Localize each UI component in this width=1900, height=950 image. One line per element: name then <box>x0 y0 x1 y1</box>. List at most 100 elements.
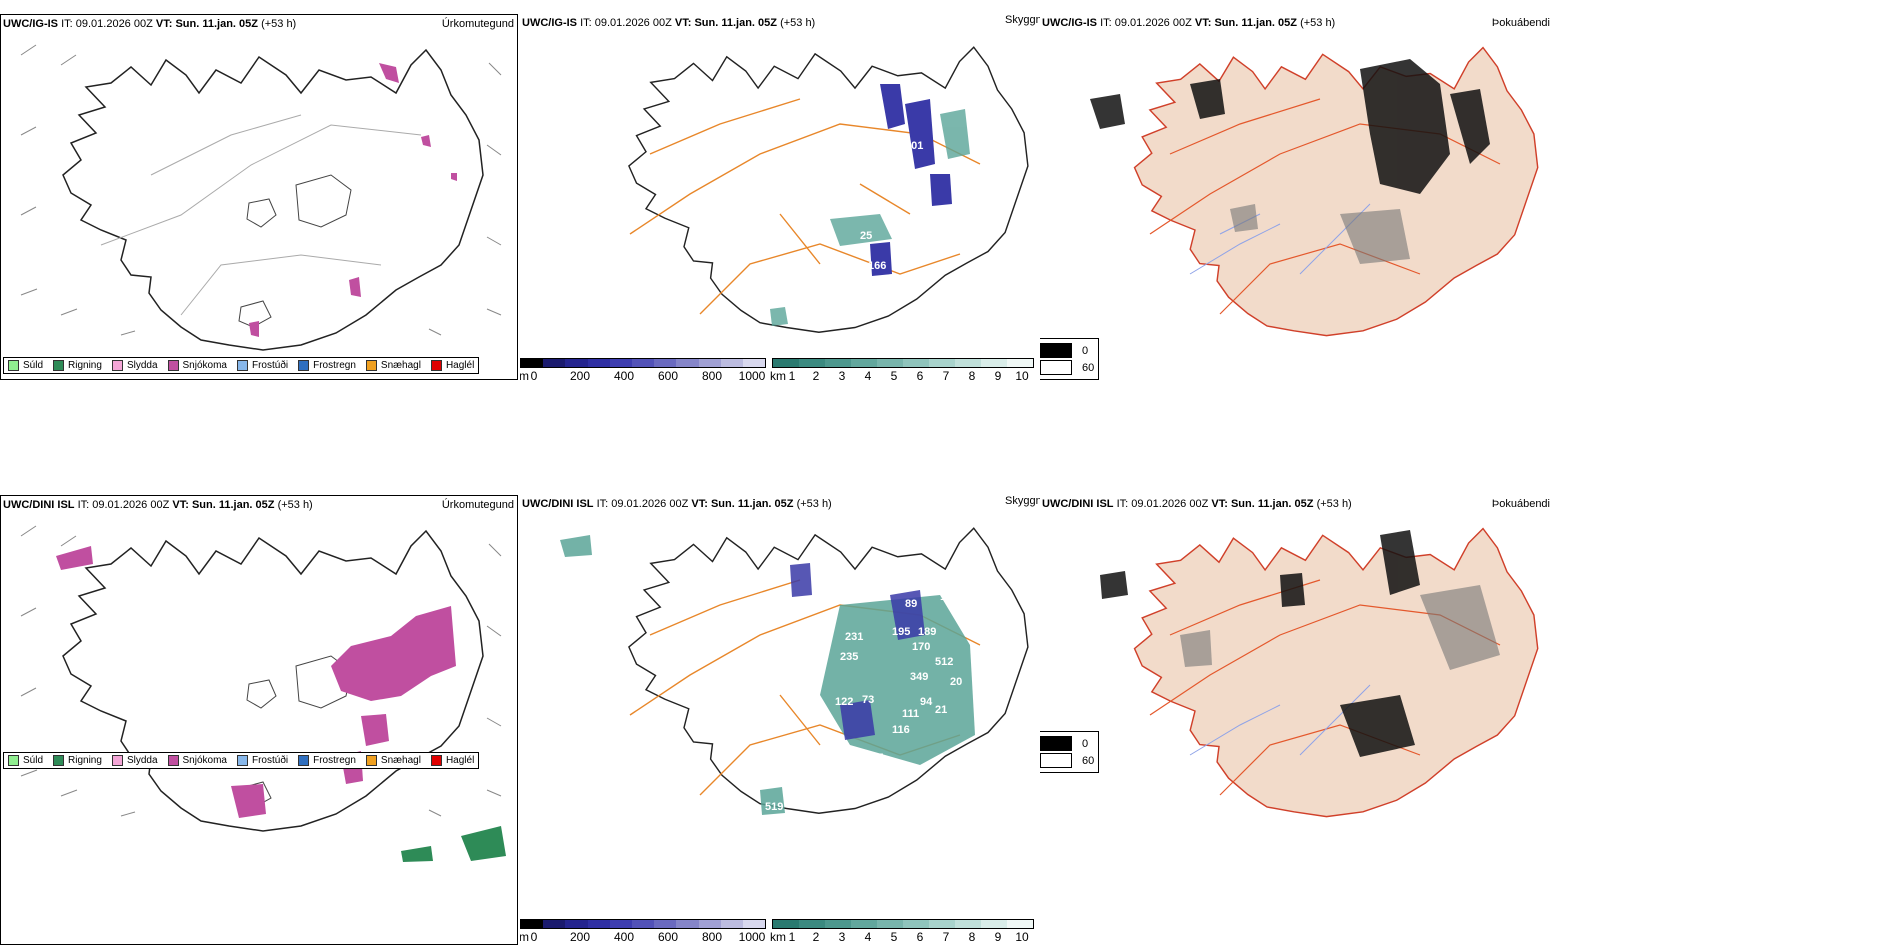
ceiling-label: 231 <box>845 631 863 643</box>
scale-unit: m <box>520 369 529 380</box>
scale-tick: 800 <box>701 930 723 944</box>
precip-map <box>20 44 502 351</box>
ceiling-label: 111 <box>902 708 919 720</box>
scale-tick: 4 <box>864 930 872 944</box>
scale-unit: km <box>770 369 786 380</box>
visibility-colorbar: km 1 2 3 4 5 6 7 8 9 10 <box>770 358 1034 380</box>
ceiling-label: 116 <box>892 724 910 736</box>
legend-item-drizzle: Súld <box>8 360 43 371</box>
panel-title: UWC/DINI ISL IT: 09.01.2026 00Z VT: Sun.… <box>3 499 313 511</box>
ceiling-label: 73 <box>862 694 874 706</box>
snowfall-areas <box>249 63 457 337</box>
ceiling-label: 170 <box>912 641 930 653</box>
scale-unit: m <box>520 930 529 944</box>
scale-tick: 8 <box>968 930 976 944</box>
legend-item-sleet: Slydda <box>111 755 158 766</box>
visibility-bar <box>772 358 1034 368</box>
cloud-base-colorbar: m 0 200 400 600 800 1000 <box>520 358 766 380</box>
visibility-panel-row2: UWC/DINI ISL IT: 09.01.2026 00Z VT: Sun.… <box>520 495 1040 945</box>
fog-areas-gray <box>1180 585 1500 670</box>
precip-panel-row2: UWC/DINI ISL IT: 09.01.2026 00Z VT: Sun.… <box>0 495 518 945</box>
ceiling-label: 137 <box>865 752 883 764</box>
cloud-base-bar <box>520 919 766 929</box>
ceiling-label: 166 <box>868 260 886 272</box>
visibility-bar <box>772 919 1034 929</box>
scale-tick: 10 <box>1015 369 1029 380</box>
iceland-outline <box>62 49 484 351</box>
legend-item-hail: Haglél <box>430 755 474 766</box>
panel-title: UWC/DINI ISL IT: 09.01.2026 00Z VT: Sun.… <box>522 498 832 510</box>
fog-panel-row2: UWC/DINI ISL IT: 09.01.2026 00Z VT: Sun.… <box>1040 495 1560 945</box>
scale-tick: 400 <box>613 930 635 944</box>
panel-title: UWC/IG-IS IT: 09.01.2026 00Z VT: Sun. 11… <box>522 17 816 29</box>
fog-legend: 0 60 <box>1040 731 1100 773</box>
ceiling-label: 193 <box>920 210 938 222</box>
scale-tick: 600 <box>657 369 679 380</box>
legend-item-snow: Snjókoma <box>167 360 227 371</box>
legend-item-snow-grains: Snæhagl <box>365 360 421 371</box>
panel-title: UWC/IG-IS IT: 09.01.2026 00Z VT: Sun. 11… <box>1042 17 1336 29</box>
scale-tick: 600 <box>657 930 679 944</box>
scale-tick: 5 <box>890 369 898 380</box>
scale-tick: 0 <box>530 369 538 380</box>
cloud-base-labels: 28 101 193 25 166 99 <box>860 100 938 289</box>
visibility-map: 28 101 193 25 166 99 <box>628 46 1029 333</box>
ceiling-label: 21 <box>935 704 947 716</box>
visibility-panel-row1: UWC/IG-IS IT: 09.01.2026 00Z VT: Sun. 11… <box>520 14 1040 380</box>
legend-item-freezing-drizzle: Frostúði <box>236 755 288 766</box>
scale-tick: 1000 <box>738 930 766 944</box>
ceiling-label: 519 <box>765 801 783 813</box>
scale-tick: 400 <box>613 369 635 380</box>
ceiling-label: 189 <box>918 626 936 638</box>
fog-map <box>1100 527 1539 818</box>
panel-title: UWC/IG-IS IT: 09.01.2026 00Z VT: Sun. 11… <box>3 18 297 30</box>
visibility-cells <box>770 109 970 326</box>
cloud-base-cells <box>870 84 952 276</box>
scale-tick: 10 <box>1015 930 1029 944</box>
scale-tick: 8 <box>968 369 976 380</box>
ceiling-label: 512 <box>935 656 953 668</box>
legend-item-freezing-drizzle: Frostúði <box>236 360 288 371</box>
fog-panel-row1: UWC/IG-IS IT: 09.01.2026 00Z VT: Sun. 11… <box>1040 14 1560 380</box>
scale-unit: km <box>770 930 786 944</box>
fog-legend-max: 60 <box>1082 754 1095 767</box>
legend-item-rain: Rigning <box>53 360 102 371</box>
ceiling-label: 168 <box>940 591 958 603</box>
scale-tick: 3 <box>838 930 846 944</box>
visibility-map: 103 89 168 161 231 195 189 170 235 512 3… <box>560 527 1029 815</box>
rain-areas <box>401 826 506 862</box>
panel-name: Úrkomutegund <box>441 18 514 30</box>
fog-legend: 0 60 <box>1040 338 1100 380</box>
ceiling-label: 103 <box>892 566 910 578</box>
cloud-base-labels: 103 89 168 161 231 195 189 170 235 512 3… <box>765 566 978 813</box>
panel-name: Skyggni <box>1005 495 1040 507</box>
scale-tick: 3 <box>838 369 846 380</box>
scale-tick: 1 <box>788 369 796 380</box>
legend-item-drizzle: Súld <box>8 755 43 766</box>
wind-barbs <box>20 525 502 817</box>
scale-tick: 1000 <box>738 369 766 380</box>
scale-tick: 2 <box>812 930 820 944</box>
ceiling-label: 99 <box>868 277 880 289</box>
scale-tick: 200 <box>569 369 591 380</box>
legend-item-snow-grains: Snæhagl <box>365 755 421 766</box>
cloud-base-colorbar: m 0 200 400 600 800 1000 <box>520 919 766 944</box>
ceiling-label: 94 <box>920 696 933 708</box>
legend-item-hail: Haglél <box>430 360 474 371</box>
legend-item-rain: Rigning <box>53 755 102 766</box>
scale-tick: 7 <box>942 930 950 944</box>
ceiling-label: 89 <box>905 598 917 610</box>
visibility-colorbar: km 1 2 3 4 5 6 7 8 9 10 <box>770 919 1034 944</box>
scale-tick: 6 <box>916 930 924 944</box>
scale-tick: 7 <box>942 369 950 380</box>
ceiling-label: 20 <box>950 676 962 688</box>
cloud-base-cells <box>790 563 925 740</box>
ceiling-label: 161 <box>960 616 978 628</box>
precip-legend: Súld Rigning Slydda Snjókoma Frostúði Fr… <box>3 357 480 374</box>
precip-map <box>20 525 506 862</box>
scale-tick: 9 <box>994 369 1002 380</box>
scale-tick: 4 <box>864 369 872 380</box>
scale-tick: 200 <box>569 930 591 944</box>
scale-tick: 800 <box>701 369 723 380</box>
precip-legend: Súld Rigning Slydda Snjókoma Frostúði Fr… <box>3 752 480 769</box>
